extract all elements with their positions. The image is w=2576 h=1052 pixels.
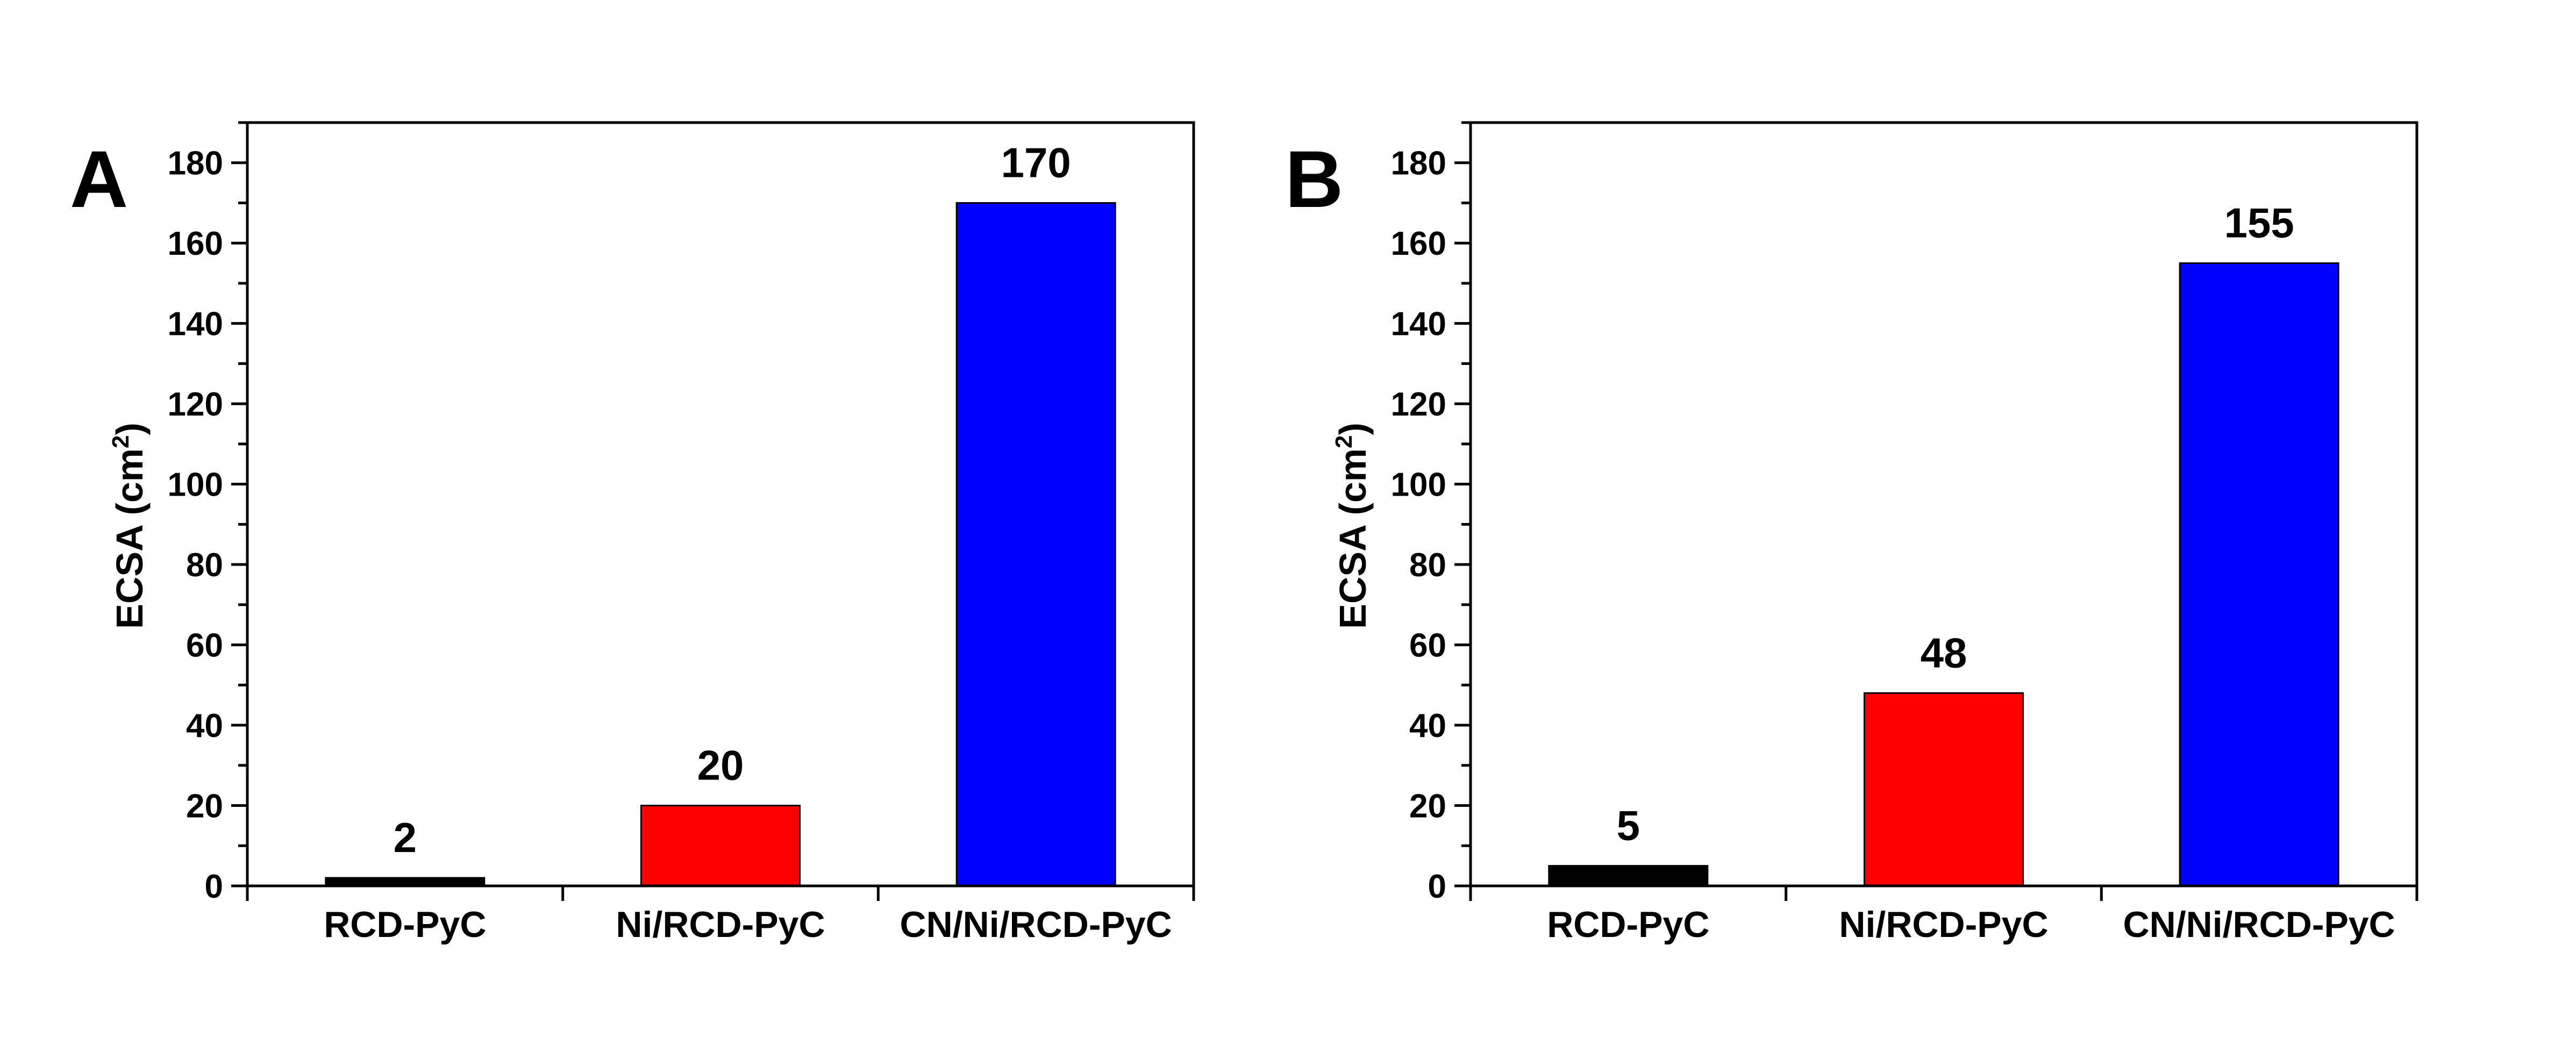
y-tick-label: 100 [1391, 467, 1446, 504]
y-tick-label: 140 [168, 306, 223, 343]
bar-value-label: 5 [1617, 802, 1640, 849]
plot-frame [1469, 121, 2418, 888]
bar-value-label: 170 [1001, 139, 1071, 186]
category-label: CN/Ni/RCD-PyC [900, 904, 1172, 945]
y-tick-label: 80 [186, 547, 223, 584]
panel-letter: B [1285, 134, 1343, 224]
category-label: Ni/RCD-PyC [616, 904, 825, 945]
panel-a: A 2 20 170 0 20 40 60 80 100 120 140 160 180 RCD-PyC Ni… [70, 121, 1195, 945]
bar-cn-ni-rcd-pyc [955, 202, 1116, 887]
category-label: RCD-PyC [324, 904, 486, 945]
y-tick-label: 180 [168, 145, 223, 182]
category-label: CN/Ni/RCD-PyC [2123, 904, 2395, 945]
y-tick-label: 160 [1391, 225, 1446, 262]
y-tick-label: 80 [1409, 547, 1446, 584]
plot-frame [246, 121, 1195, 888]
panel-letter: A [70, 134, 128, 224]
bar-rcd-pyc [1548, 865, 1709, 887]
y-axis-title: ECSA (cm2) [108, 423, 151, 629]
bar-value-label: 20 [697, 742, 744, 789]
bar-value-label: 48 [1921, 629, 1967, 676]
bar-ni-rcd-pyc [640, 805, 801, 887]
category-label: RCD-PyC [1547, 904, 1709, 945]
y-tick-label: 60 [186, 627, 223, 664]
y-tick-label: 60 [1409, 627, 1446, 664]
y-tick-label: 120 [168, 386, 223, 423]
y-tick-label: 100 [168, 467, 223, 504]
y-tick-label: 0 [205, 868, 223, 905]
bar-value-label: 2 [394, 814, 417, 861]
panel-b: B 5 48 155 0 20 40 60 80 100 120 140 160 180 RCD-PyC Ni… [1285, 121, 2418, 945]
y-axis-title: ECSA (cm2) [1331, 423, 1374, 629]
bar-value-label: 155 [2224, 199, 2294, 247]
y-tick-label: 20 [1409, 788, 1446, 825]
bar-cn-ni-rcd-pyc [2179, 262, 2339, 887]
y-tick-label: 40 [186, 707, 223, 745]
y-tick-label: 120 [1391, 386, 1446, 423]
y-tick-label: 40 [1409, 707, 1446, 745]
y-tick-label: 140 [1391, 306, 1446, 343]
bar-ni-rcd-pyc [1864, 692, 2024, 887]
y-tick-label: 0 [1428, 868, 1446, 905]
y-tick-label: 160 [168, 225, 223, 262]
y-tick-label: 180 [1391, 145, 1446, 182]
y-tick-label: 20 [186, 788, 223, 825]
category-label: Ni/RCD-PyC [1839, 904, 2048, 945]
